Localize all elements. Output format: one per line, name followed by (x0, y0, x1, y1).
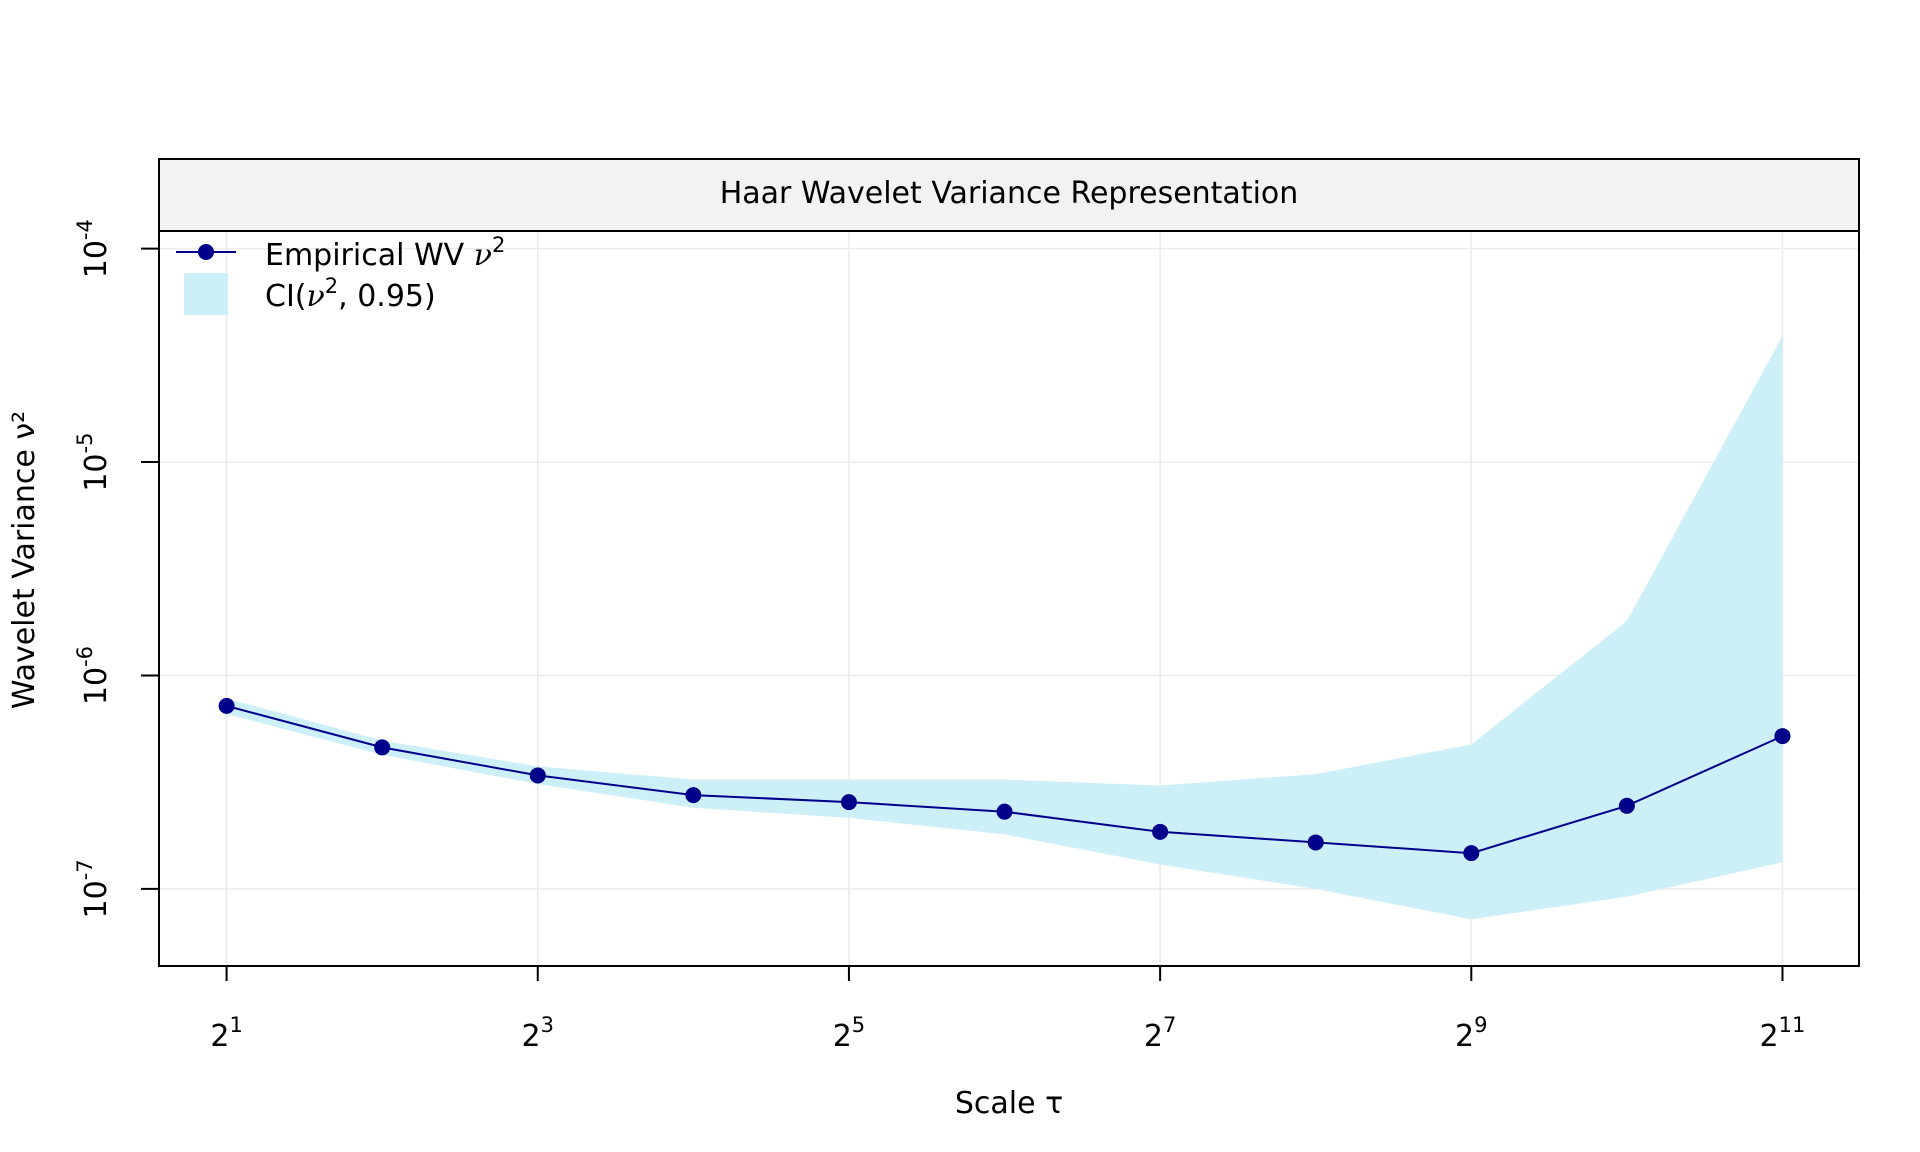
title-strip (158, 158, 1860, 232)
data-point (529, 767, 546, 784)
legend-empirical-label: Empirical WV (265, 238, 465, 273)
x-tick-label: 23 (522, 1013, 554, 1054)
y-axis: 10-7 10-6 10-5 10-4 (73, 219, 159, 918)
ci-band (226, 335, 1783, 920)
legend-ci-prefix: CI( (265, 279, 307, 314)
x-tick-label: 29 (1455, 1013, 1487, 1054)
data-point (1307, 834, 1324, 851)
empirical-wv-points (218, 697, 1791, 862)
chart-title: Haar Wavelet Variance Representation (720, 176, 1299, 211)
legend-sup: 2 (492, 233, 505, 257)
legend-ci-swatch (184, 273, 228, 315)
y-tick-label: 10-6 (73, 646, 114, 705)
legend-nu-symbol: ν (474, 238, 492, 273)
x-tick-label: 25 (833, 1013, 865, 1054)
data-point (840, 794, 857, 811)
data-point (1463, 845, 1480, 862)
y-tick-label: 10-4 (73, 219, 114, 278)
plot-frame (158, 230, 1860, 967)
data-point (1774, 728, 1791, 745)
data-point (1152, 823, 1169, 840)
legend: Empirical WV ν2 CI(ν2, 0.95) (176, 233, 505, 315)
data-point (374, 739, 391, 756)
y-tick-label: 10-7 (73, 859, 114, 918)
x-tick-label: 21 (210, 1013, 242, 1054)
legend-point-swatch (198, 244, 214, 260)
y-axis-title: Wavelet Variance ν² (7, 411, 42, 709)
x-tick-label: 27 (1144, 1013, 1176, 1054)
legend-ci-nu-symbol: ν (307, 279, 325, 314)
x-axis: 21 23 25 27 29 211 (210, 966, 1805, 1054)
x-axis-title: Scale τ (955, 1086, 1063, 1121)
legend-ci-sup: 2 (325, 274, 338, 298)
y-tick-label: 10-5 (73, 433, 114, 492)
x-tick-label: 211 (1760, 1013, 1806, 1054)
data-point (685, 787, 702, 804)
legend-empirical-wv: Empirical WV ν2 (265, 233, 505, 273)
data-point (1618, 797, 1635, 814)
data-point (218, 697, 235, 714)
data-point (996, 803, 1013, 820)
legend-ci: CI(ν2, 0.95) (265, 274, 436, 314)
legend-ci-suffix: , 0.95) (338, 279, 436, 314)
